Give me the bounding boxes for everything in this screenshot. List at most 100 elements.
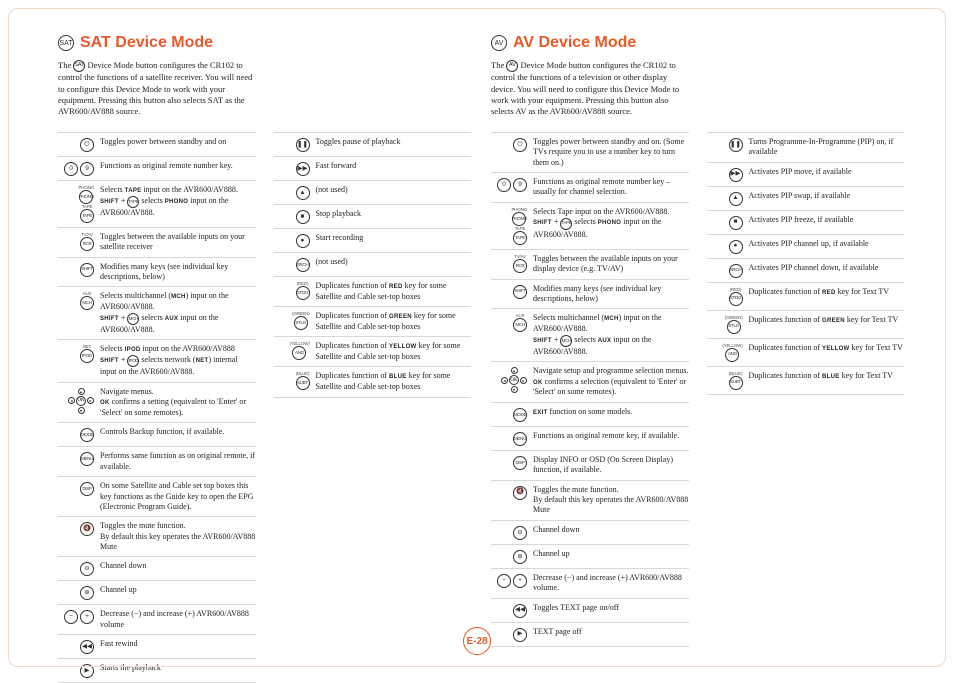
table-row: 🔇Toggles the mute function.By default th… — [491, 480, 689, 520]
av-intro: The AV Device Mode button configures the… — [491, 60, 691, 118]
table-row: SRCH(not used) — [274, 252, 472, 276]
STDG-icon: STDG — [729, 292, 743, 306]
description-text: Selects TAPE input on the AVR600/AV888.S… — [100, 185, 256, 218]
icon-cell: ● — [707, 239, 743, 254]
icon-cell: ❚❚ — [707, 137, 743, 152]
description-text: Start recording — [316, 233, 472, 243]
description-text: Decrease (−) and increase (+) AVR600/AV8… — [533, 573, 689, 594]
table-row: −+Decrease (−) and increase (+) AVR600/A… — [491, 568, 689, 598]
icon-cell: DISP — [58, 481, 94, 496]
description-text: Activates PIP move, if available — [749, 167, 905, 177]
description-text: Modifies many keys (see individual key d… — [100, 262, 256, 283]
sat-col2: ❚❚Toggles pause of playback▶▶Fast forwar… — [274, 132, 472, 683]
table-row: (YELLOW)ANGDuplicates function of YELLOW… — [274, 336, 472, 366]
table-row: ● Start recording — [274, 228, 472, 252]
+-icon: + — [513, 574, 527, 588]
av-inline-icon: AV — [506, 60, 518, 72]
⏻-icon: ⏻ — [513, 138, 527, 152]
description-text: Duplicates function of RED key for Text … — [749, 287, 905, 298]
description-text: Selects multichannel (MCH) input on the … — [533, 313, 689, 357]
TAPE-icon: TAPE — [513, 231, 527, 245]
description-text: Duplicates function of YELLOW key for Te… — [749, 343, 905, 354]
SUBT-icon: SUBT — [729, 376, 743, 390]
description-text: TEXT page off — [533, 627, 689, 637]
■-icon: ■ — [296, 210, 310, 224]
●-icon: ● — [296, 234, 310, 248]
table-row: ▲Activates PIP swap, if available — [707, 186, 905, 210]
RCR-icon: RCR — [513, 259, 527, 273]
sat-badge-icon: SAT — [58, 35, 74, 51]
⏻-icon: ⏻ — [80, 138, 94, 152]
▶▶-icon: ▶▶ — [729, 168, 743, 182]
MODE-icon: MODE — [513, 408, 527, 422]
STDG-icon: STDG — [296, 286, 310, 300]
icon-cell: ⊕ — [58, 585, 94, 600]
table-row: ■Stop playback — [274, 204, 472, 228]
ANG-icon: ANG — [292, 346, 306, 360]
SUBT-icon: SUBT — [296, 376, 310, 390]
description-text: Turns Programme-In-Programme (PIP) on, i… — [749, 137, 905, 158]
description-text: Fast rewind — [100, 639, 256, 649]
RCR-icon: RCR — [80, 237, 94, 251]
description-text: Channel down — [100, 561, 256, 571]
⊕-icon: ⊕ — [80, 586, 94, 600]
av-title: AV Device Mode — [513, 34, 636, 52]
description-text: Functions as original remote key, if ava… — [533, 431, 689, 441]
icon-cell: 09 — [491, 177, 527, 192]
description-text: EXIT function on some models. — [533, 407, 689, 418]
icon-cell: ▴▾◂▸OK — [58, 387, 94, 414]
description-text: Toggles pause of playback — [316, 137, 472, 147]
table-row: ▶ TEXT page off — [491, 622, 689, 647]
description-text: Duplicates function of YELLOW key for so… — [316, 341, 472, 362]
icon-cell: (BLUE)SUBT — [274, 371, 310, 390]
icon-cell: AUXMCH — [58, 291, 94, 310]
MCH-icon: MCH — [513, 318, 527, 332]
description-text: Toggles between the available inputs on … — [533, 254, 689, 275]
icon-cell: ▶ — [491, 627, 527, 642]
icon-cell: ⊕ — [491, 549, 527, 564]
icon-cell: ● — [274, 233, 310, 248]
table-row: AUXMCHSelects multichannel (MCH) input o… — [491, 308, 689, 361]
PHONO-icon: PHONO — [79, 190, 93, 204]
icon-cell: −+ — [58, 609, 94, 624]
table-row: (BLUE)SUBTDuplicates function of BLUE ke… — [707, 366, 905, 395]
description-text: Duplicates function of GREEN key for som… — [316, 311, 472, 332]
icon-cell: ■ — [707, 215, 743, 230]
description-text: Starts the playback — [100, 663, 256, 673]
av-page: AV AV Device Mode The AV Device Mode but… — [491, 34, 904, 683]
▲-icon: ▲ — [729, 192, 743, 206]
description-text: Functions as original remote number key. — [100, 161, 256, 171]
icon-cell: PHONOPHONOTAPETAPE — [491, 207, 527, 245]
table-row: 09Functions as original remote number ke… — [491, 172, 689, 202]
SRCH-icon: SRCH — [729, 264, 743, 278]
⊖-icon: ⊖ — [513, 526, 527, 540]
SHIFT-icon: SHIFT — [513, 285, 527, 299]
table-row: DISPOn some Satellite and Cable set top … — [58, 476, 256, 516]
table-row: TV/AVRCRToggles between the available in… — [58, 227, 256, 257]
av-columns: ⏻Toggles power between standby and on. (… — [491, 132, 904, 647]
sat-page: SAT SAT Device Mode The SAT Device Mode … — [58, 34, 471, 683]
icon-cell: 🔇 — [491, 485, 527, 500]
icon-cell: ⊖ — [491, 525, 527, 540]
table-row: ▶▶Fast forward — [274, 156, 472, 180]
sat-title: SAT Device Mode — [80, 34, 213, 52]
description-text: Toggles the mute function.By default thi… — [100, 521, 256, 552]
description-text: Controls Backup function, if available. — [100, 427, 256, 437]
icon-cell: MODE — [491, 407, 527, 422]
table-row: DISPDisplay INFO or OSD (On Screen Displ… — [491, 450, 689, 480]
table-row: ▶ Starts the playback — [58, 658, 256, 683]
document-body: SAT SAT Device Mode The SAT Device Mode … — [58, 34, 904, 683]
icon-cell: (GREEN)STLG — [707, 315, 743, 334]
▶-icon: ▶ — [513, 628, 527, 642]
description-text: Modifies many keys (see individual key d… — [533, 284, 689, 305]
description-text: Toggles TEXT page on/off — [533, 603, 689, 613]
■-icon: ■ — [729, 216, 743, 230]
description-text: Activates PIP freeze, if available — [749, 215, 905, 225]
table-row: (RED)STDGDuplicates function of RED key … — [707, 282, 905, 310]
table-row: 🔇Toggles the mute function.By default th… — [58, 516, 256, 556]
table-row: (RED)STDGDuplicates function of RED key … — [274, 276, 472, 306]
table-row: (GREEN)STLGDuplicates function of GREEN … — [707, 310, 905, 338]
icon-cell: SRCH — [274, 257, 310, 272]
icon-cell: ▶ — [58, 663, 94, 678]
icon-cell: SHIFT — [491, 284, 527, 299]
